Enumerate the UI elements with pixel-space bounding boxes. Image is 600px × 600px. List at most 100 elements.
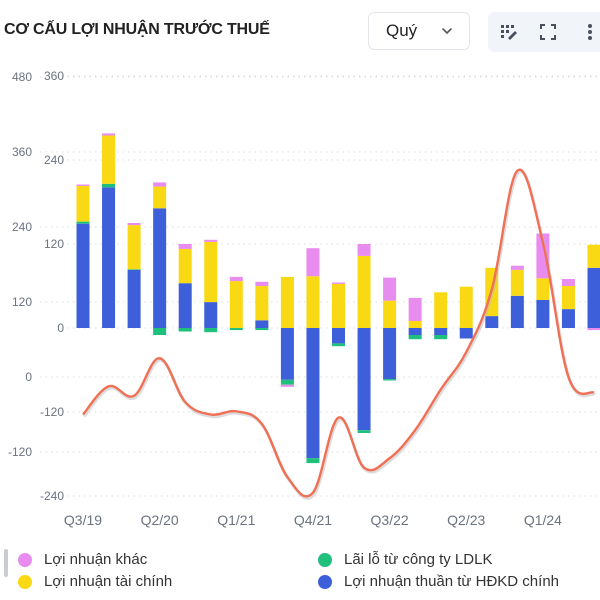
legend-item-associates[interactable]: Lãi lỗ từ công ty LDLK <box>318 551 492 568</box>
bar-segment-associates <box>434 335 448 340</box>
bar-segment-financial_profit <box>408 321 422 328</box>
period-select-value: Quý <box>386 21 418 40</box>
bar-segment-core_profit <box>536 300 550 328</box>
bar-segment-core_profit <box>76 223 90 328</box>
right-axis-tick-label: 120 <box>44 237 64 251</box>
x-axis-tick-label: Q1/24 <box>524 512 562 528</box>
bar-segment-other_profit <box>306 248 320 277</box>
bar-segment-associates <box>357 430 371 433</box>
bar-segment-financial_profit <box>332 283 345 328</box>
bar-segment-other_profit <box>204 239 218 242</box>
bar-segment-associates <box>280 379 294 385</box>
bar-segment-financial_profit <box>306 276 320 328</box>
bar-segment-core_profit <box>485 316 499 328</box>
bar-segment-associates <box>102 183 116 188</box>
bar-segment-associates <box>204 328 218 333</box>
bar-segment-associates <box>229 328 243 331</box>
bar-segment-financial_profit <box>229 281 243 328</box>
x-axis-tick-label: Q3/19 <box>64 512 102 528</box>
bar-segment-financial_profit <box>459 286 473 328</box>
left-axis-tick-label: 240 <box>12 220 32 234</box>
bar-segment-core_profit <box>178 283 192 328</box>
period-select[interactable]: Quý <box>368 12 470 50</box>
bar-segment-core_profit <box>383 328 397 380</box>
bar-segment-other_profit <box>587 328 600 331</box>
bar-segment-financial_profit <box>76 185 90 222</box>
right-axis-tick-label: 0 <box>57 321 64 335</box>
bar-segment-other_profit <box>332 282 345 284</box>
right-axis-tick-label: 360 <box>44 69 64 83</box>
x-axis-tick-label: Q2/23 <box>447 512 485 528</box>
bar-segment-core_profit <box>280 328 294 380</box>
bar-segment-financial_profit <box>383 300 397 328</box>
legend-label: Lợi nhuận khác <box>44 551 148 568</box>
bar-segment-core_profit <box>306 328 320 459</box>
bar-segment-financial_profit <box>102 135 116 184</box>
bar-segment-core_profit <box>153 208 167 328</box>
bar-segment-other_profit <box>178 244 192 249</box>
bar-segment-core_profit <box>357 328 371 431</box>
bar-segment-other_profit <box>561 279 575 286</box>
bar-segment-other_profit <box>280 384 294 387</box>
bar-segment-associates <box>255 328 269 331</box>
bar-segment-core_profit <box>587 267 600 328</box>
fullscreen-icon[interactable] <box>538 22 558 42</box>
bar-segment-financial_profit <box>178 248 192 284</box>
left-axis-tick-label: 0 <box>25 370 32 384</box>
bar-segment-financial_profit <box>153 186 167 209</box>
legend-scroll-indicator[interactable] <box>4 549 8 577</box>
bar-segment-financial_profit <box>536 278 550 300</box>
left-axis-tick-label: 480 <box>12 70 32 84</box>
bar-segment-associates <box>178 328 192 332</box>
bar-segment-financial_profit <box>434 292 448 328</box>
bar-segment-other_profit <box>536 233 550 279</box>
legend-label: Lợi nhuận tài chính <box>44 573 173 590</box>
bar-segment-other_profit <box>357 244 371 256</box>
bar-segment-core_profit <box>332 328 345 344</box>
bar-segment-core_profit <box>102 187 116 328</box>
chevron-down-icon <box>442 28 452 35</box>
more-vertical-icon[interactable] <box>580 22 600 42</box>
bar-segment-associates <box>332 343 345 347</box>
legend-swatch <box>318 552 332 567</box>
edit-grid-icon[interactable] <box>499 22 519 42</box>
bar-segment-financial_profit <box>510 269 524 296</box>
bar-segment-core_profit <box>255 320 269 328</box>
bar-segment-associates <box>153 328 167 335</box>
x-axis-tick-label: Q3/22 <box>371 512 409 528</box>
bar-segment-other_profit <box>510 265 524 270</box>
bar-segment-core_profit <box>127 269 141 328</box>
bar-segment-associates <box>306 458 320 464</box>
left-axis-tick-label: -120 <box>8 445 32 459</box>
bar-segment-other_profit <box>153 182 167 187</box>
chart-toolbar <box>488 12 600 52</box>
legend-label: Lãi lỗ từ công ty LDLK <box>344 551 493 568</box>
right-axis-tick-label: -240 <box>40 489 64 503</box>
bar-segment-financial_profit <box>357 255 371 328</box>
bar-segment-core_profit <box>204 302 218 328</box>
bar-segment-associates <box>76 221 90 224</box>
bar-segment-other_profit <box>408 297 422 321</box>
bar-segment-financial_profit <box>561 286 575 310</box>
right-axis-tick-label: -120 <box>40 405 64 419</box>
right-axis-tick-label: 240 <box>44 153 64 167</box>
legend-swatch <box>18 552 32 567</box>
bar-segment-associates <box>127 269 141 270</box>
legend-label: Lợi nhuận thuần từ HĐKD chính <box>344 573 560 590</box>
left-axis-tick-label: 360 <box>12 145 32 159</box>
legend-item-other-profit[interactable]: Lợi nhuận khác <box>18 551 147 568</box>
bar-segment-core_profit <box>510 295 524 328</box>
bar-segment-other_profit <box>102 133 116 136</box>
bar-segment-associates <box>408 335 422 340</box>
bar-segment-financial_profit <box>587 244 600 268</box>
bar-segment-other_profit <box>127 223 141 226</box>
legend-item-core-profit[interactable]: Lợi nhuận thuần từ HĐKD chính <box>318 573 559 590</box>
bar-segment-other_profit <box>383 277 397 301</box>
bar-segment-other_profit <box>255 281 269 286</box>
stacked-bar-line-chart: 360 240 120 0 -120 -240 480 360 240 120 0 -120 Q3/19… <box>8 69 600 528</box>
x-axis-tick-label: Q1/21 <box>217 512 255 528</box>
legend-swatch <box>18 574 32 589</box>
bar-segment-core_profit <box>408 328 422 335</box>
legend-item-financial-profit[interactable]: Lợi nhuận tài chính <box>18 573 172 590</box>
series-line-profit-before-tax <box>82 168 595 498</box>
